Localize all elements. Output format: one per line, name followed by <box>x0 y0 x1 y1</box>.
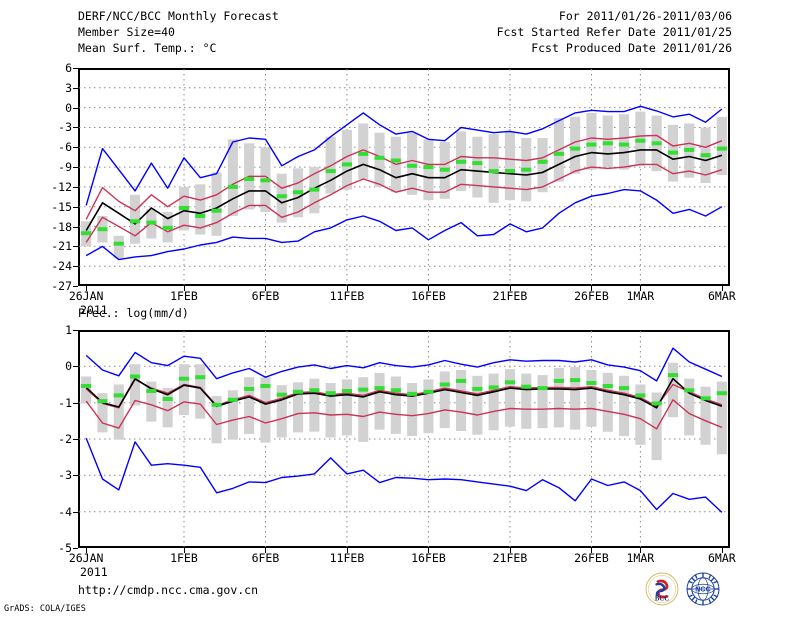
y-tick-label: -5 <box>58 541 72 555</box>
x-tick-label: 26FEB <box>574 551 609 565</box>
ncc-logo-icon: NCC <box>686 572 720 606</box>
x-tick-mark <box>721 286 723 291</box>
x-tick-label: 1FEB <box>170 551 198 565</box>
y-tick-label: -9 <box>58 160 72 175</box>
forecast-produced-label: Fcst Produced Date 2011/01/26 <box>531 41 732 55</box>
x-tick-label: 6FEB <box>251 289 280 303</box>
x-tick-label: 1MAR <box>626 289 655 303</box>
y-tick-mark <box>73 286 78 287</box>
x-tick-label: 21FEB <box>492 289 528 303</box>
y-tick-label: -1 <box>58 395 72 410</box>
x-tick-label: 16FEB <box>411 289 446 303</box>
y-tick-mark <box>73 246 78 248</box>
x-tick-mark <box>591 286 593 291</box>
y-tick-mark <box>73 147 78 149</box>
grads-credit-label: GrADS: COLA/IGES <box>4 604 86 614</box>
x-tick-mark <box>640 286 642 291</box>
y-tick-mark <box>73 186 78 188</box>
temperature-chart-panel <box>78 68 730 286</box>
y-tick-label: 3 <box>65 80 72 95</box>
y-tick-label: 0 <box>65 359 72 374</box>
y-tick-label: -27 <box>51 279 72 293</box>
forecast-period-label: For 2011/01/26-2011/03/06 <box>558 9 732 23</box>
x-tick-label: 6MAR <box>707 551 736 565</box>
y-tick-label: -21 <box>51 239 72 254</box>
y-tick-label: -12 <box>51 179 72 194</box>
x-tick-label: 21FEB <box>492 551 528 565</box>
x-tick-label: 26JAN <box>68 551 104 565</box>
y-tick-label: -3 <box>58 120 72 135</box>
precipitation-chart-panel <box>78 330 730 548</box>
temperature-plot-area <box>79 69 729 285</box>
x-tick-mark <box>265 286 267 291</box>
x-tick-label: 11FEB <box>329 289 365 303</box>
cmdp-url-link[interactable]: http://cmdp.ncc.cma.gov.cn <box>78 583 259 597</box>
x-tick-mark <box>265 548 267 553</box>
y-tick-mark <box>73 226 78 228</box>
y-tick-mark <box>73 511 78 513</box>
x-tick-mark <box>509 548 511 553</box>
x-tick-mark <box>346 286 348 291</box>
precipitation-chart-title: Prec.: log(mm/d) <box>78 306 189 320</box>
temperature-plot-frame <box>78 68 730 286</box>
page-title: DERF/NCC/BCC Monthly Forecast <box>78 9 279 23</box>
x-tick-label: 16FEB <box>411 551 446 565</box>
precipitation-plot-area <box>79 331 729 547</box>
y-tick-mark <box>73 548 78 549</box>
y-tick-mark <box>73 266 78 268</box>
x-tick-mark <box>428 286 430 291</box>
y-tick-label: -24 <box>51 259 72 274</box>
x-tick-label: 1FEB <box>170 289 198 303</box>
x-tick-mark <box>428 548 430 553</box>
svg-text:BCC: BCC <box>655 596 669 603</box>
x-tick-mark <box>721 548 723 553</box>
y-tick-mark <box>73 206 78 208</box>
member-size-label: Member Size=40 <box>78 25 175 39</box>
x-tick-mark <box>86 286 88 291</box>
y-tick-mark <box>73 87 78 89</box>
y-tick-mark <box>73 127 78 129</box>
y-tick-mark <box>73 475 78 477</box>
x-tick-mark <box>591 548 593 553</box>
y-tick-label: 1 <box>65 323 72 337</box>
y-tick-mark <box>73 330 78 331</box>
forecast-started-label: Fcst Started Refer Date 2011/01/25 <box>496 25 732 39</box>
y-tick-mark <box>73 366 78 368</box>
y-tick-label: -6 <box>58 140 72 155</box>
y-tick-label: 0 <box>65 100 72 115</box>
x-tick-label: 26FEB <box>574 289 609 303</box>
x-tick-mark <box>346 548 348 553</box>
y-tick-label: -18 <box>51 219 72 234</box>
y-tick-label: -15 <box>51 199 72 214</box>
x-tick-mark <box>509 286 511 291</box>
y-tick-label: 6 <box>65 61 72 75</box>
x-tick-label: 6FEB <box>251 551 280 565</box>
x-tick-label: 26JAN <box>68 289 104 303</box>
x-axis-year-label: 2011 <box>80 565 108 579</box>
bcc-logo-icon: BCC <box>645 572 679 606</box>
x-tick-mark <box>86 548 88 553</box>
y-tick-mark <box>73 107 78 109</box>
y-tick-mark <box>73 402 78 404</box>
y-tick-mark <box>73 68 78 69</box>
svg-text:NCC: NCC <box>695 585 710 593</box>
y-tick-label: -2 <box>58 432 72 446</box>
y-tick-label: -4 <box>58 504 72 519</box>
x-tick-label: 6MAR <box>707 289 736 303</box>
temperature-chart-title: Mean Surf. Temp.: °C <box>78 41 217 55</box>
y-tick-label: -3 <box>58 468 72 483</box>
x-tick-mark <box>183 286 185 291</box>
x-tick-label: 11FEB <box>329 551 365 565</box>
y-tick-mark <box>73 439 78 440</box>
y-tick-mark <box>73 167 78 169</box>
x-tick-mark <box>183 548 185 553</box>
x-tick-mark <box>640 548 642 553</box>
x-axis-year-label: 2011 <box>80 303 108 317</box>
x-tick-label: 1MAR <box>626 551 655 565</box>
